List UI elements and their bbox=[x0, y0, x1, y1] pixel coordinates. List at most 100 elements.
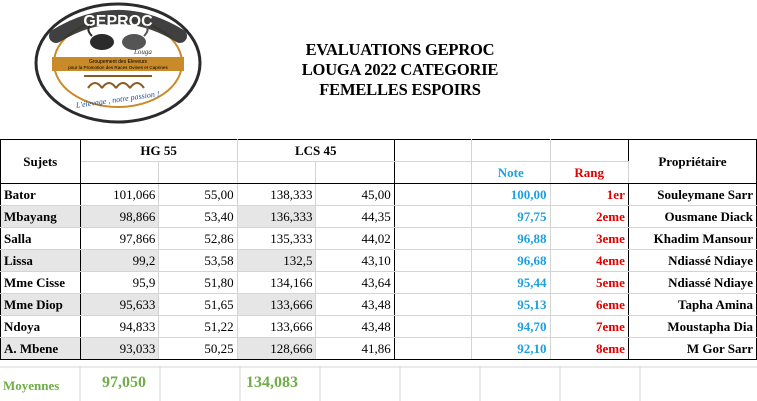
hg-score-cell: 52,86 bbox=[158, 227, 238, 250]
note-cell: 92,10 bbox=[470, 337, 551, 360]
owner-cell: Ndiassé Ndiaye bbox=[627, 271, 757, 294]
lcs-score-cell: 43,48 bbox=[315, 315, 395, 338]
owner-cell: Moustapha Dia bbox=[627, 315, 757, 338]
background-gridlines bbox=[0, 366, 757, 401]
note-cell: 97,75 bbox=[470, 205, 551, 228]
hg-score-cell: 51,65 bbox=[158, 293, 238, 316]
hg-score-cell: 50,25 bbox=[158, 337, 238, 360]
rang-cell: 3eme bbox=[549, 227, 629, 250]
gap-cell bbox=[393, 271, 472, 294]
header-note: Note bbox=[470, 161, 551, 184]
lcs-cell: 132,5 bbox=[236, 249, 317, 272]
table-row: Lissa 99,2 53,58 132,5 43,10 96,68 4eme Ndiassé… bbox=[0, 249, 757, 272]
animal-heads-icon bbox=[87, 25, 149, 50]
lcs-score-cell: 43,48 bbox=[315, 293, 395, 316]
header-rang-top bbox=[549, 139, 629, 162]
evaluation-table: Sujets HG 55 LCS 45 Propriétaire Note Ra… bbox=[0, 139, 757, 360]
logo-line1: Groupement des Eleveurs bbox=[89, 59, 148, 65]
hg-score-cell: 53,58 bbox=[158, 249, 238, 272]
logo-line2: pour la Promotion des Races Ovines et Ca… bbox=[68, 65, 168, 70]
lcs-score-cell: 41,86 bbox=[315, 337, 395, 360]
gap-cell bbox=[393, 293, 472, 316]
lcs-score-cell: 44,35 bbox=[315, 205, 395, 228]
owner-cell: Ndiassé Ndiaye bbox=[627, 249, 757, 272]
sujet-cell: Mbayang bbox=[0, 205, 81, 228]
lcs-cell: 136,333 bbox=[236, 205, 317, 228]
title-line1: EVALUATIONS GEPROC bbox=[305, 40, 495, 59]
header-lcs: LCS 45 bbox=[236, 139, 395, 162]
logo-city: Louga bbox=[133, 48, 152, 56]
hg-cell: 98,866 bbox=[79, 205, 160, 228]
page-title: EVALUATIONS GEPROC LOUGA 2022 CATEGORIE … bbox=[250, 40, 550, 100]
logo-name: GEPROC bbox=[83, 13, 153, 30]
table-row: Salla 97,866 52,86 135,333 44,02 96,88 3eme Kha… bbox=[0, 227, 757, 250]
bridge-icon bbox=[84, 75, 152, 89]
title-line3: FEMELLES ESPOIRS bbox=[319, 80, 481, 99]
header-proprietaire: Propriétaire bbox=[627, 139, 757, 184]
lcs-score-cell: 45,00 bbox=[315, 183, 395, 206]
header-sujets: Sujets bbox=[0, 139, 81, 184]
hg-cell: 101,066 bbox=[79, 183, 160, 206]
header-gap bbox=[393, 139, 472, 162]
lcs-score-cell: 44,02 bbox=[315, 227, 395, 250]
lcs-cell: 138,333 bbox=[236, 183, 317, 206]
sujet-cell: Lissa bbox=[0, 249, 81, 272]
note-cell: 100,00 bbox=[470, 183, 551, 206]
owner-cell: Souleymane Sarr bbox=[627, 183, 757, 206]
lcs-cell: 135,333 bbox=[236, 227, 317, 250]
owner-cell: M Gor Sarr bbox=[627, 337, 757, 360]
sujet-cell: Salla bbox=[0, 227, 81, 250]
rang-cell: 8eme bbox=[549, 337, 629, 360]
header-lcs-sub2 bbox=[315, 161, 395, 184]
table-body: Bator 101,066 55,00 138,333 45,00 100,00 1er So… bbox=[0, 183, 757, 360]
moyennes-hg: 97,050 bbox=[102, 374, 146, 391]
header-hg-sub1 bbox=[79, 161, 160, 184]
table-row: Ndoya 94,833 51,22 133,666 43,48 94,70 7eme Mou… bbox=[0, 315, 757, 338]
hg-cell: 93,033 bbox=[79, 337, 160, 360]
lcs-cell: 134,166 bbox=[236, 271, 317, 294]
hg-cell: 94,833 bbox=[79, 315, 160, 338]
hg-cell: 97,866 bbox=[79, 227, 160, 250]
hg-score-cell: 51,80 bbox=[158, 271, 238, 294]
gap-cell bbox=[393, 315, 472, 338]
title-line2: LOUGA 2022 CATEGORIE bbox=[301, 60, 499, 79]
owner-cell: Khadim Mansour bbox=[627, 227, 757, 250]
hg-cell: 99,2 bbox=[79, 249, 160, 272]
rang-cell: 5eme bbox=[549, 271, 629, 294]
table-row: Bator 101,066 55,00 138,333 45,00 100,00 1er So… bbox=[0, 183, 757, 206]
hg-cell: 95,9 bbox=[79, 271, 160, 294]
owner-cell: Tapha Amina bbox=[627, 293, 757, 316]
gap-cell bbox=[393, 227, 472, 250]
header-row-1: Sujets HG 55 LCS 45 Propriétaire bbox=[0, 139, 757, 184]
rang-cell: 6eme bbox=[549, 293, 629, 316]
sujet-cell: Mme Cisse bbox=[0, 271, 81, 294]
note-cell: 94,70 bbox=[470, 315, 551, 338]
lcs-cell: 128,666 bbox=[236, 337, 317, 360]
table-row: Mbayang 98,866 53,40 136,333 44,35 97,75 2eme O… bbox=[0, 205, 757, 228]
note-cell: 96,88 bbox=[470, 227, 551, 250]
table-row: A. Mbene 93,033 50,25 128,666 41,86 92,10 8eme… bbox=[0, 337, 757, 360]
sujet-cell: Mme Diop bbox=[0, 293, 81, 316]
lcs-score-cell: 43,10 bbox=[315, 249, 395, 272]
header-hg: HG 55 bbox=[79, 139, 238, 162]
rang-cell: 4eme bbox=[549, 249, 629, 272]
moyennes-lcs: 134,083 bbox=[246, 374, 298, 391]
header-hg-sub2 bbox=[158, 161, 238, 184]
header-rang: Rang bbox=[549, 161, 629, 184]
hg-cell: 95,633 bbox=[79, 293, 160, 316]
hg-score-cell: 51,22 bbox=[158, 315, 238, 338]
gap-cell bbox=[393, 205, 472, 228]
rang-cell: 7eme bbox=[549, 315, 629, 338]
geproc-logo: GEPROC Louga Groupement des Eleveurs pou… bbox=[34, 2, 202, 124]
lcs-cell: 133,666 bbox=[236, 293, 317, 316]
note-cell: 96,68 bbox=[470, 249, 551, 272]
note-cell: 95,44 bbox=[470, 271, 551, 294]
note-cell: 95,13 bbox=[470, 293, 551, 316]
table-row: Mme Cisse 95,9 51,80 134,166 43,64 95,44 5eme N… bbox=[0, 271, 757, 294]
sujet-cell: Ndoya bbox=[0, 315, 81, 338]
gap-cell bbox=[393, 249, 472, 272]
gap-cell bbox=[393, 337, 472, 360]
moyennes-label: Moyennes bbox=[3, 378, 60, 393]
owner-cell: Ousmane Diack bbox=[627, 205, 757, 228]
rang-cell: 2eme bbox=[549, 205, 629, 228]
